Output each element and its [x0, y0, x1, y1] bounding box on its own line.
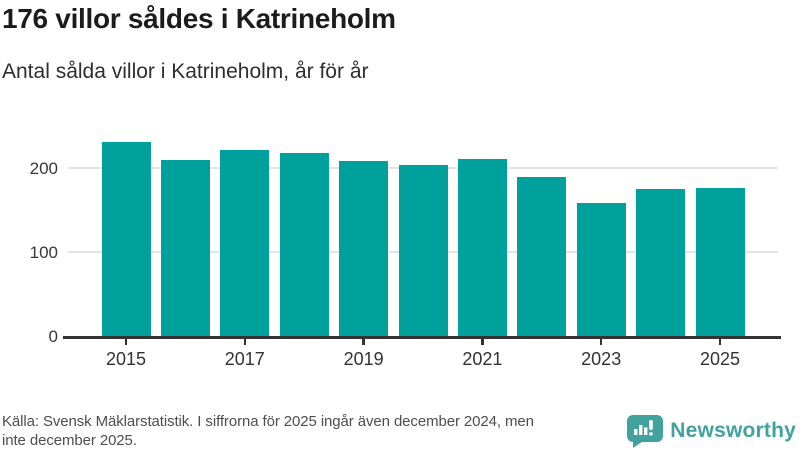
- bar-2024: [636, 189, 686, 336]
- x-tick-2017: [243, 338, 247, 345]
- x-tick-2023: [599, 338, 603, 345]
- page-title: 176 villor såldes i Katrineholm: [2, 3, 396, 34]
- y-axis-label-100: 100: [29, 242, 58, 262]
- y-axis-label-200: 200: [29, 158, 58, 178]
- bar-2015: [101, 141, 151, 336]
- bar-2020: [398, 165, 448, 336]
- bar-2017: [220, 149, 270, 336]
- chart-subtitle: Antal sålda villor i Katrineholm, år för…: [2, 60, 369, 83]
- bar-2023: [576, 203, 626, 336]
- x-axis-label-2017: 2017: [224, 349, 265, 369]
- x-axis-label-2025: 2025: [699, 349, 741, 369]
- source-note: Källa: Svensk Mäklarstatistik. I siffror…: [2, 412, 647, 450]
- bar-2022: [517, 177, 567, 336]
- x-axis-label-2023: 2023: [581, 349, 622, 369]
- bar-2019: [339, 161, 389, 336]
- x-tick-2025: [718, 338, 722, 345]
- newsworthy-logo-text: Newsworthy: [670, 419, 796, 442]
- bar-2021: [457, 158, 507, 336]
- x-tick-2021: [481, 338, 484, 345]
- newsworthy-logo-icon: [626, 414, 664, 448]
- x-tick-2019: [362, 338, 365, 345]
- newsworthy-logo[interactable]: Newsworthy: [626, 414, 796, 448]
- x-tick-2015: [124, 338, 128, 345]
- bar-2016: [160, 159, 210, 336]
- x-axis-label-2021: 2021: [462, 349, 503, 369]
- source-note-line2: inte december 2025.: [2, 432, 137, 449]
- x-axis-label-2019: 2019: [343, 349, 384, 369]
- source-note-line1: Källa: Svensk Mäklarstatistik. I siffror…: [2, 413, 534, 430]
- bar-2018: [279, 152, 329, 336]
- x-axis-line: [63, 336, 781, 339]
- x-axis-label-2015: 2015: [105, 349, 147, 369]
- bar-2025: [695, 188, 745, 336]
- y-axis-label-0: 0: [48, 326, 58, 346]
